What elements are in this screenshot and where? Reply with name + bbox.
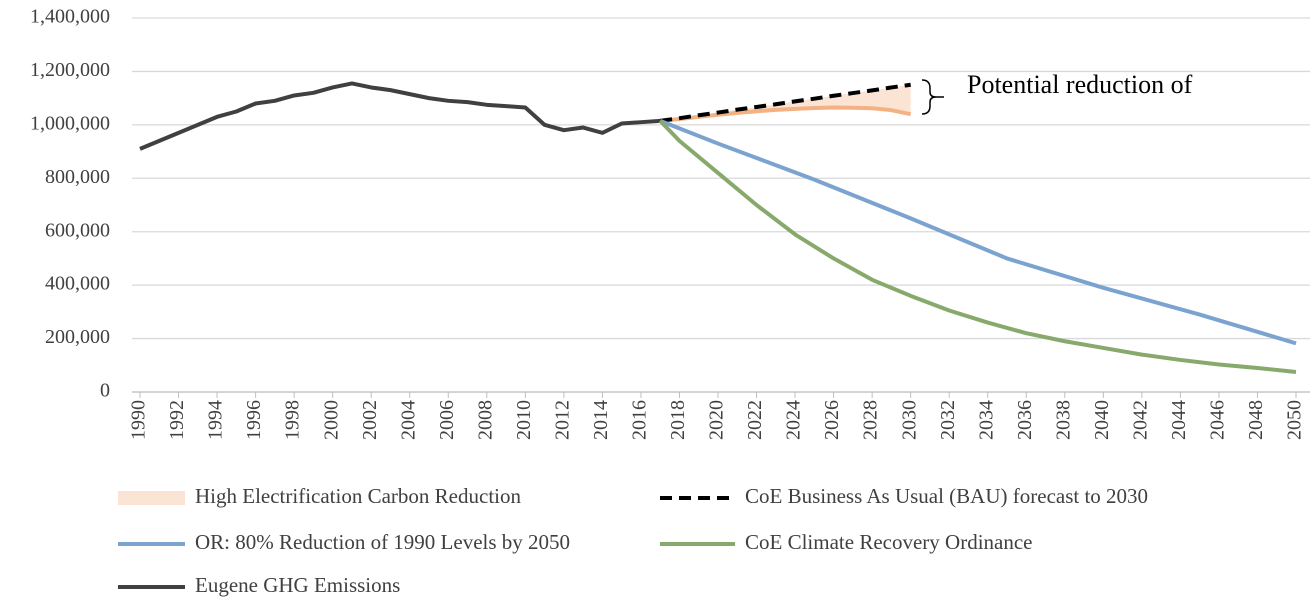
x-tick-label: 1990 [128, 400, 150, 440]
x-tick-label: 2036 [1014, 400, 1036, 440]
annotation: Potential reduction of [967, 70, 1193, 99]
x-tick-label: 2008 [474, 400, 496, 440]
x-tick-label: 2038 [1052, 400, 1074, 440]
x-tick-label: 2026 [821, 400, 843, 440]
x-tick-label: 2022 [744, 400, 766, 440]
x-tick-label: 2006 [436, 400, 458, 440]
x-tick-label: 2050 [1284, 400, 1306, 440]
y-tick-label: 1,200,000 [30, 59, 110, 81]
x-tick-label: 2014 [590, 400, 612, 440]
y-tick-label: 1,000,000 [30, 112, 110, 134]
x-tick-label: 1998 [282, 400, 304, 440]
x-tick-label: 2040 [1091, 400, 1113, 440]
legend-swatch [118, 491, 185, 505]
y-tick-label: 400,000 [45, 273, 110, 295]
y-tick-label: 1,400,000 [30, 6, 110, 28]
legend-label: OR: 80% Reduction of 1990 Levels by 2050 [195, 530, 570, 554]
series-line [659, 82, 911, 123]
x-tick-label: 1992 [166, 400, 188, 440]
x-tick-label: 2000 [320, 400, 342, 440]
x-tick-label: 2012 [551, 400, 573, 440]
x-tick-label: 2046 [1207, 400, 1229, 440]
x-tick-label: 2034 [975, 400, 997, 440]
legend-label: CoE Climate Recovery Ordinance [745, 530, 1033, 554]
band-fill [660, 84, 911, 121]
x-tick-label: 2044 [1168, 400, 1190, 440]
x-tick-label: 2020 [706, 400, 728, 440]
series-line [659, 118, 1297, 346]
legend-label: High Electrification Carbon Reduction [195, 484, 521, 508]
x-tick-label: 2018 [667, 400, 689, 440]
x-tick-label: 2024 [783, 400, 805, 440]
y-tick-label: 200,000 [45, 326, 110, 348]
x-tick-label: 1994 [205, 400, 227, 440]
legend-label: Eugene GHG Emissions [195, 573, 400, 597]
legend-label: CoE Business As Usual (BAU) forecast to … [745, 484, 1148, 508]
series-line [139, 81, 661, 151]
x-tick-label: 2048 [1245, 400, 1267, 440]
brace [921, 79, 937, 115]
x-tick-label: 2030 [898, 400, 920, 440]
series-line [658, 119, 1297, 374]
y-tick-label: 0 [100, 380, 110, 402]
x-tick-label: 2016 [629, 400, 651, 440]
x-tick-label: 1996 [243, 400, 265, 440]
y-tick-label: 600,000 [45, 219, 110, 241]
x-tick-label: 2042 [1129, 400, 1151, 440]
y-tick-label: 800,000 [45, 166, 110, 188]
x-tick-label: 2010 [513, 400, 535, 440]
x-tick-label: 2004 [397, 400, 419, 440]
x-tick-label: 2032 [937, 400, 959, 440]
x-tick-label: 2002 [359, 400, 381, 440]
x-tick-label: 2028 [860, 400, 882, 440]
